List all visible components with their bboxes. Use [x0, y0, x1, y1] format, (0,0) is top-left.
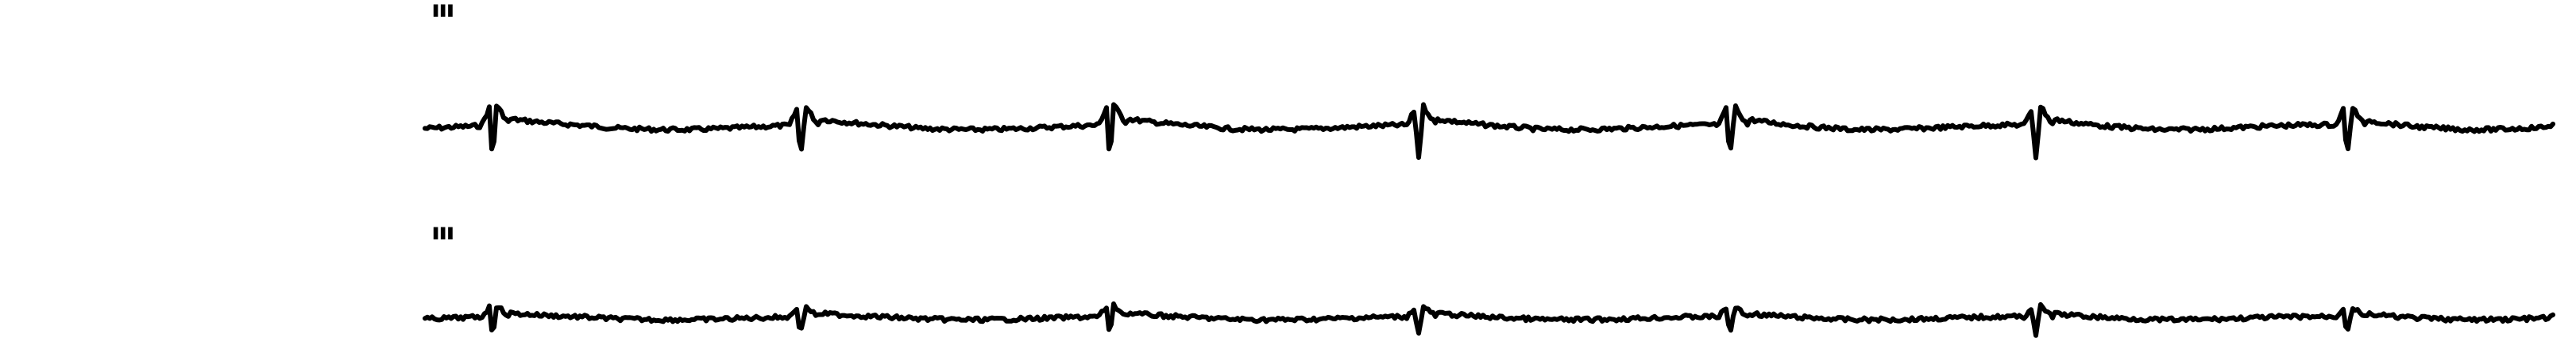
ecg-trace-bottom: [423, 301, 2555, 338]
lead-label-bottom: III: [431, 223, 454, 244]
lead-label-top: III: [431, 1, 454, 21]
ecg-trace-top: [423, 102, 2555, 161]
